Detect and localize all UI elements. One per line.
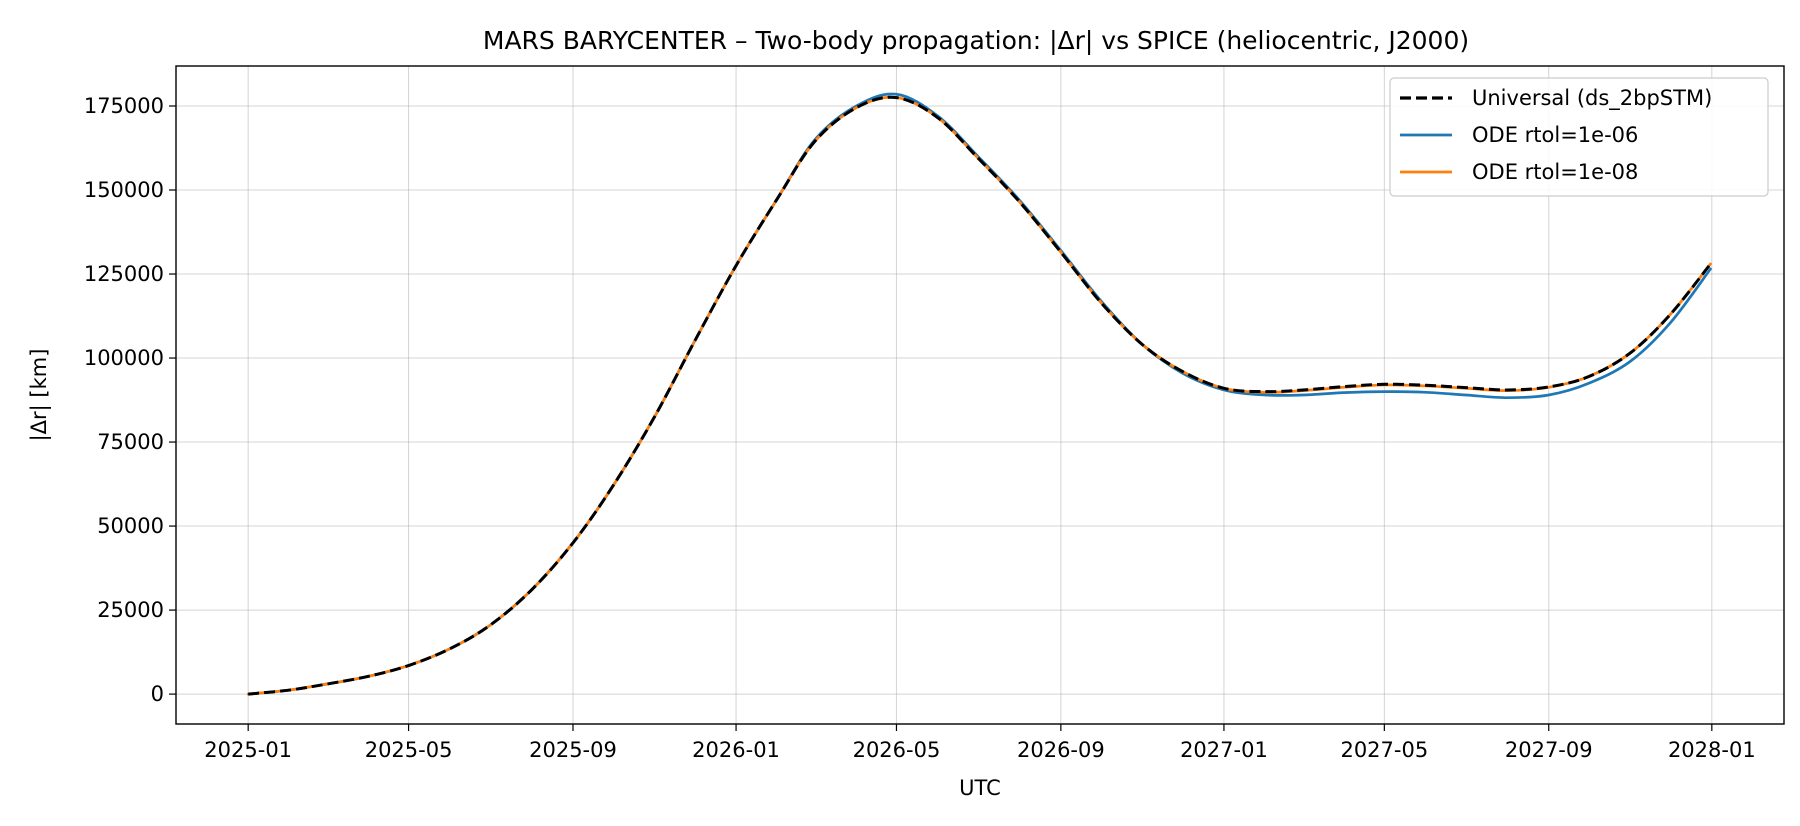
x-tick-label: 2025-01 xyxy=(204,738,292,762)
y-tick-label: 125000 xyxy=(84,262,164,286)
y-tick-label: 25000 xyxy=(97,598,164,622)
y-tick-label: 175000 xyxy=(84,94,164,118)
y-axis-label: |Δr| [km] xyxy=(27,349,52,442)
y-axis: 0 25000 50000 75000 100000 125000 150000 175000 xyxy=(84,94,176,706)
y-tick-label: 75000 xyxy=(97,430,164,454)
x-axis-label: UTC xyxy=(959,776,1001,800)
y-tick-label: 50000 xyxy=(97,514,164,538)
axes-frame xyxy=(175,65,1785,725)
chart-title: MARS BARYCENTER – Two-body propagation: … xyxy=(483,26,1469,55)
x-tick-label: 2026-09 xyxy=(1017,738,1105,762)
legend-label-ode-rtol-1e-08: ODE rtol=1e-08 xyxy=(1472,160,1638,184)
x-tick-label: 2027-01 xyxy=(1180,738,1268,762)
x-tick-label: 2026-05 xyxy=(853,738,941,762)
legend: Universal (ds_2bpSTM) ODE rtol=1e-06 ODE r… xyxy=(1389,77,1769,197)
legend-label-universal-ds-2bpstm: Universal (ds_2bpSTM) xyxy=(1472,86,1712,111)
x-tick-label: 2027-09 xyxy=(1505,738,1593,762)
x-tick-label: 2025-05 xyxy=(365,738,453,762)
x-tick-label: 2025-09 xyxy=(529,738,617,762)
y-tick-label: 100000 xyxy=(84,346,164,370)
x-tick-label: 2027-05 xyxy=(1340,738,1428,762)
legend-label-ode-rtol-1e-06: ODE rtol=1e-06 xyxy=(1472,123,1638,147)
x-tick-label: 2026-01 xyxy=(692,738,780,762)
x-axis: 2025-01 2025-05 2025-09 2026-01 2026-05 2026-… xyxy=(204,724,1756,762)
y-tick-label: 0 xyxy=(151,682,164,706)
y-tick-label: 150000 xyxy=(84,178,164,202)
plot-lines xyxy=(246,92,1712,696)
x-tick-label: 2028-01 xyxy=(1668,738,1756,762)
legend-box xyxy=(1389,77,1769,197)
series-line-universal-ds-2bpstm xyxy=(248,95,1712,696)
